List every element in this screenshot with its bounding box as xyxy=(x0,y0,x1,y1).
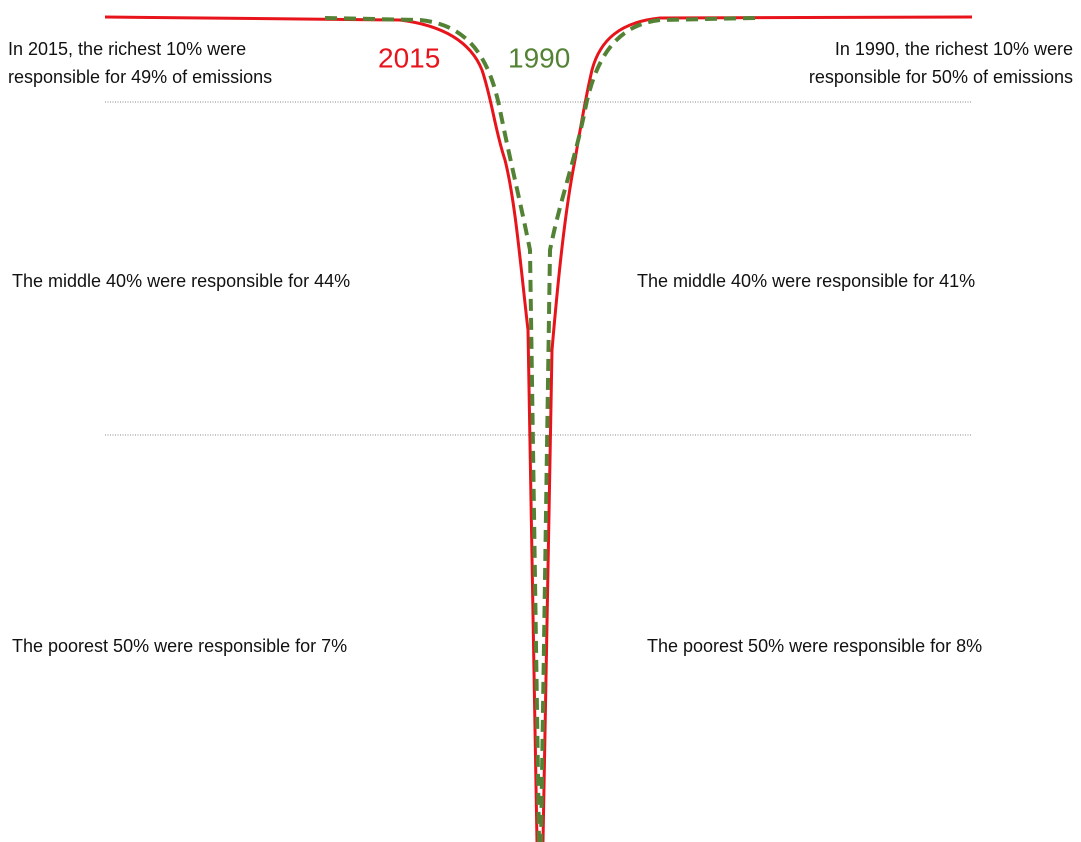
annotation: The poorest 50% were responsible for 7% xyxy=(12,636,347,656)
label-1990: 1990 xyxy=(508,42,570,73)
label-2015: 2015 xyxy=(378,42,440,73)
curve-2015 xyxy=(104,15,973,842)
annotation: The middle 40% were responsible for 41% xyxy=(637,271,975,291)
curve-left xyxy=(324,16,541,842)
curve-left xyxy=(104,15,539,842)
annotation: In 2015, the richest 10% were xyxy=(8,39,246,59)
annotation: responsible for 50% of emissions xyxy=(809,67,1073,87)
curve-right xyxy=(539,16,756,842)
curve-1990 xyxy=(324,16,756,842)
annotation: The poorest 50% were responsible for 8% xyxy=(647,636,982,656)
annotation: In 1990, the richest 10% were xyxy=(835,39,1073,59)
curve-right xyxy=(541,15,973,842)
annotation: The middle 40% were responsible for 44% xyxy=(12,271,350,291)
annotation: responsible for 49% of emissions xyxy=(8,67,272,87)
